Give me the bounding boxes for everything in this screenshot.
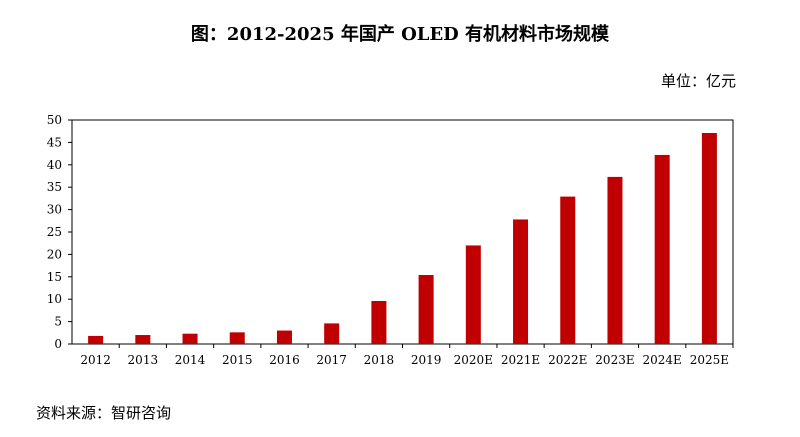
y-tick-label: 45 [47, 135, 62, 149]
bars [88, 132, 717, 344]
y-axis: 0 5 10 15 20 25 30 35 40 45 50 [47, 113, 72, 351]
y-tick-label: 35 [47, 180, 62, 194]
x-tick-label: 2017 [316, 353, 347, 367]
y-tick-label: 0 [54, 337, 62, 351]
x-tick-label: 2020E [454, 353, 493, 367]
chart-title: 图：2012-2025 年国产 OLED 有机材料市场规模 [190, 24, 610, 45]
unit-label: 单位：亿元 [660, 72, 736, 90]
bar-2012 [88, 335, 104, 344]
x-tick-label: 2022E [548, 353, 587, 367]
bar-2013 [135, 335, 151, 344]
bar-2019 [418, 275, 434, 344]
x-tick-label: 2025E [690, 353, 729, 367]
source-note: 资料来源：智研咨询 [36, 404, 172, 422]
x-tick-label: 2021E [501, 353, 540, 367]
bar-2017 [324, 323, 340, 344]
y-tick-label: 50 [47, 113, 62, 127]
y-tick-label: 25 [47, 225, 62, 239]
y-tick-label: 20 [47, 247, 62, 261]
x-tick-label: 2023E [595, 353, 634, 367]
bar-2016 [276, 330, 292, 344]
y-tick-label: 5 [54, 315, 62, 329]
x-tick-label: 2014 [175, 353, 206, 367]
plot-frame [71, 119, 734, 345]
bar-2022E [560, 196, 576, 344]
y-tick-label: 15 [47, 270, 62, 284]
x-tick-label: 2016 [269, 353, 300, 367]
y-tick-label: 10 [47, 292, 62, 306]
bar-2023E [607, 176, 623, 344]
x-tick-label: 2012 [80, 353, 111, 367]
x-tick-label: 2019 [411, 353, 442, 367]
bar-2015 [229, 332, 245, 344]
x-tick-label: 2018 [364, 353, 395, 367]
x-axis: 2012 2013 2014 2015 2016 2017 2018 2019 2020E 202… [80, 344, 734, 367]
y-tick-label: 40 [47, 158, 62, 172]
x-tick-label: 2024E [643, 353, 682, 367]
bar-2025E [701, 132, 717, 344]
bar-2018 [371, 300, 387, 344]
bar-2021E [513, 219, 529, 344]
x-tick-label: 2013 [128, 353, 159, 367]
x-tick-label: 2015 [222, 353, 253, 367]
bar-2014 [182, 333, 198, 344]
y-tick-label: 30 [47, 203, 62, 217]
bar-2020E [465, 245, 481, 344]
bar-2024E [654, 154, 670, 344]
